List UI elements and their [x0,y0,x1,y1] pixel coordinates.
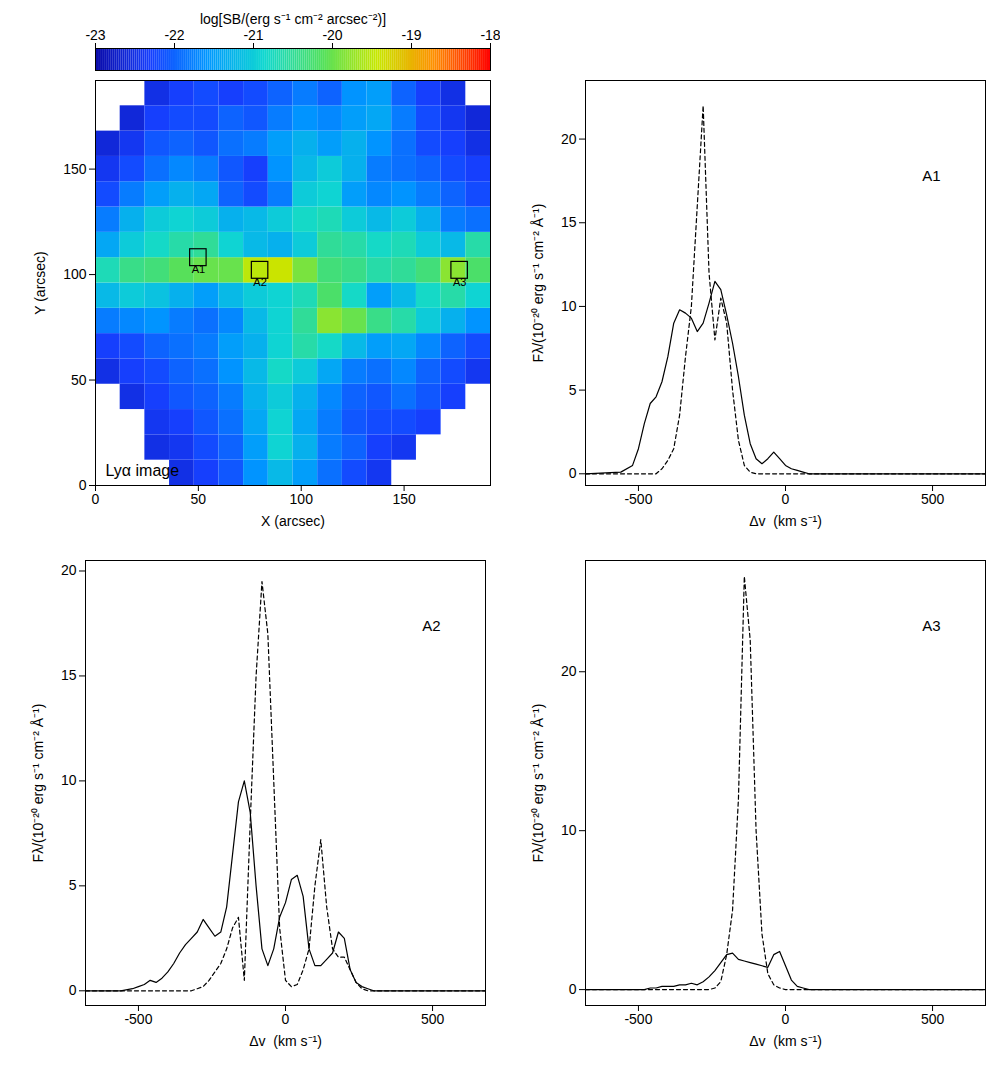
svg-text:-21: -21 [243,27,263,43]
svg-text:10: 10 [61,772,77,788]
svg-text:Δv (km s⁻¹): Δv (km s⁻¹) [749,513,822,529]
svg-text:0: 0 [782,1011,790,1027]
svg-text:10: 10 [561,298,577,314]
svg-text:-500: -500 [124,1011,152,1027]
svg-text:Fλ/(10⁻²⁰ erg s⁻¹ cm⁻² Å⁻¹): Fλ/(10⁻²⁰ erg s⁻¹ cm⁻² Å⁻¹) [30,704,46,863]
svg-text:0: 0 [79,477,87,493]
svg-text:-500: -500 [624,491,652,507]
svg-text:A2: A2 [253,276,266,288]
svg-text:150: 150 [392,491,416,507]
svg-text:A3: A3 [922,617,940,634]
svg-text:-22: -22 [164,27,184,43]
svg-text:20: 20 [561,131,577,147]
svg-text:15: 15 [561,214,577,230]
svg-text:A1: A1 [922,167,940,184]
svg-text:X (arcsec): X (arcsec) [261,513,325,529]
svg-text:10: 10 [561,822,577,838]
svg-text:-500: -500 [624,1011,652,1027]
svg-text:A1: A1 [192,263,205,275]
svg-text:-19: -19 [401,27,421,43]
svg-text:0: 0 [92,491,100,507]
svg-text:100: 100 [63,266,87,282]
svg-text:Fλ/(10⁻²⁰ erg s⁻¹ cm⁻² Å⁻¹): Fλ/(10⁻²⁰ erg s⁻¹ cm⁻² Å⁻¹) [530,704,546,863]
svg-text:50: 50 [71,372,87,388]
svg-text:500: 500 [421,1011,445,1027]
svg-text:-18: -18 [480,27,500,43]
svg-text:0: 0 [282,1011,290,1027]
svg-text:Lyα image: Lyα image [106,462,180,479]
svg-text:Δv (km s⁻¹): Δv (km s⁻¹) [249,1033,322,1049]
svg-text:15: 15 [61,667,77,683]
svg-text:500: 500 [921,1011,945,1027]
svg-text:20: 20 [61,562,77,578]
svg-text:0: 0 [782,491,790,507]
svg-text:50: 50 [191,491,207,507]
svg-text:500: 500 [921,491,945,507]
svg-text:A3: A3 [453,276,466,288]
svg-text:0: 0 [569,465,577,481]
svg-text:Δv (km s⁻¹): Δv (km s⁻¹) [749,1033,822,1049]
svg-text:log[SB/(erg s⁻¹ cm⁻² arcsec⁻²): log[SB/(erg s⁻¹ cm⁻² arcsec⁻²)] [200,11,386,27]
svg-text:100: 100 [290,491,314,507]
svg-text:5: 5 [69,877,77,893]
svg-text:0: 0 [69,982,77,998]
svg-text:Fλ/(10⁻²⁰ erg s⁻¹ cm⁻² Å⁻¹): Fλ/(10⁻²⁰ erg s⁻¹ cm⁻² Å⁻¹) [530,204,546,363]
svg-text:-23: -23 [85,27,105,43]
svg-text:0: 0 [569,981,577,997]
svg-text:20: 20 [561,663,577,679]
svg-text:-20: -20 [322,27,342,43]
svg-text:5: 5 [569,382,577,398]
svg-text:150: 150 [63,161,87,177]
svg-text:Y (arcsec): Y (arcsec) [32,251,48,315]
svg-text:A2: A2 [422,617,440,634]
